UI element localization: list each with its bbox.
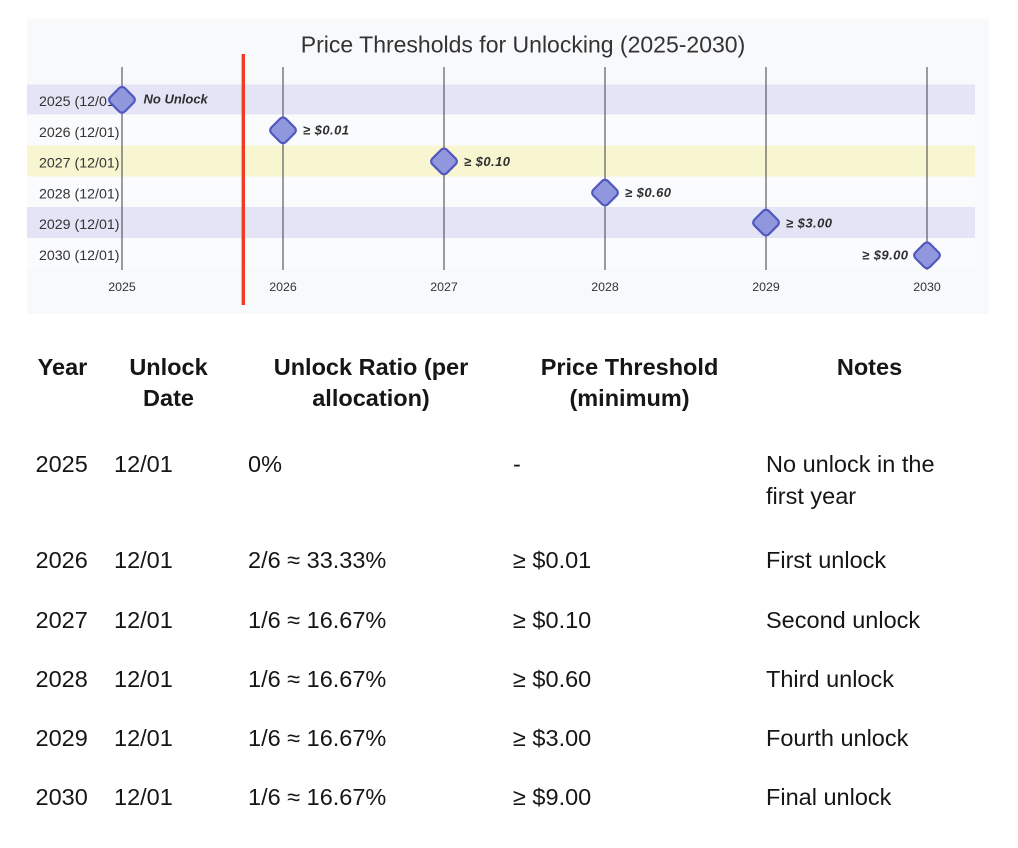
svg-text:≥ $0.01: ≥ $0.01 xyxy=(303,123,349,138)
svg-text:2025 (12/01): 2025 (12/01) xyxy=(39,94,119,110)
svg-text:No Unlock: No Unlock xyxy=(144,92,209,107)
svg-text:2029: 2029 xyxy=(752,280,780,294)
svg-text:2030: 2030 xyxy=(913,280,941,294)
svg-text:2028 (12/01): 2028 (12/01) xyxy=(39,187,119,203)
svg-text:≥ $3.00: ≥ $3.00 xyxy=(786,216,833,231)
svg-text:≥ $0.60: ≥ $0.60 xyxy=(625,185,672,200)
svg-text:≥ $0.10: ≥ $0.10 xyxy=(464,154,511,169)
svg-text:Price Thresholds for Unlocking: Price Thresholds for Unlocking (2025-203… xyxy=(301,32,745,58)
svg-text:2028: 2028 xyxy=(591,280,619,294)
svg-text:2026: 2026 xyxy=(269,280,297,294)
svg-text:2027: 2027 xyxy=(430,280,458,294)
svg-text:2025: 2025 xyxy=(108,280,136,294)
svg-text:2030 (12/01): 2030 (12/01) xyxy=(39,248,119,264)
svg-text:≥ $9.00: ≥ $9.00 xyxy=(862,247,909,262)
svg-text:2029 (12/01): 2029 (12/01) xyxy=(39,217,119,233)
svg-text:2027 (12/01): 2027 (12/01) xyxy=(39,156,119,172)
svg-text:2026 (12/01): 2026 (12/01) xyxy=(39,125,119,141)
